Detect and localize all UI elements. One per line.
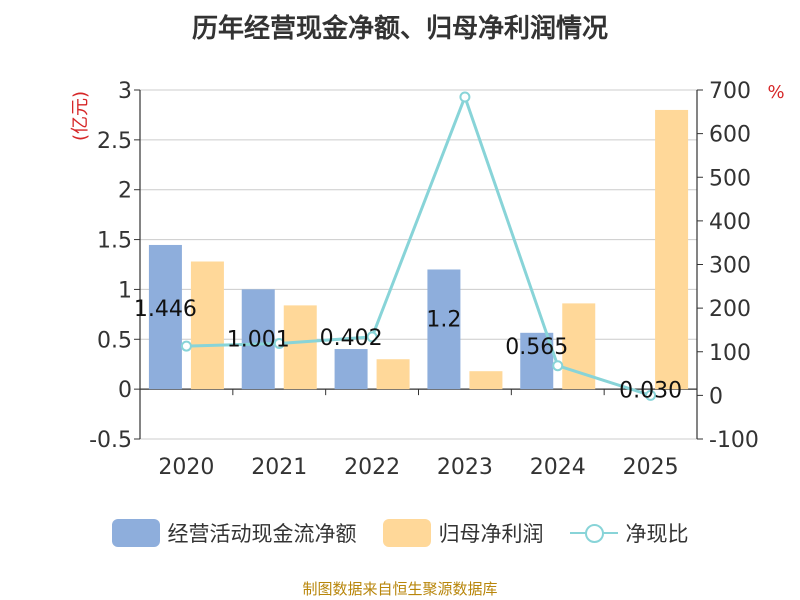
point-ratio-2021 (273, 337, 285, 349)
source-note: 制图数据来自恒生聚源数据库 (302, 580, 498, 598)
bar-cashflow-2020 (148, 244, 182, 390)
bar-profit-2025 (655, 109, 689, 390)
y-right-tick-label: 500 (709, 166, 751, 191)
legend-label-profit: 归母净利润 (438, 522, 544, 546)
y-right-tick-label: -100 (709, 428, 759, 453)
legend: 经营活动现金流净额 归母净利润 净现比 (0, 518, 800, 548)
chart-title: 历年经营现金净额、归母净利润情况 (191, 14, 608, 44)
x-tick-label: 2025 (623, 455, 679, 480)
y-left-tick-label: 1.5 (97, 229, 132, 254)
y-left-tick-label: 0 (118, 378, 132, 403)
legend-label-cashflow: 经营活动现金流净额 (167, 522, 357, 546)
legend-item-cashflow[interactable]: 经营活动现金流净额 (111, 518, 357, 548)
y-left-tick-label: 2.5 (97, 129, 132, 154)
point-ratio-2022 (366, 331, 378, 343)
point-ratio-2024 (552, 360, 564, 372)
y-right-tick-label: 300 (709, 254, 751, 279)
bar-profit-2022 (376, 359, 410, 390)
data-label-cashflow-2024: 0.565 (505, 335, 568, 360)
y-right-tick-label: 200 (709, 297, 751, 322)
y-right-unit-label: % (767, 82, 784, 103)
point-ratio-2023 (459, 91, 471, 103)
y-right-tick-label: 0 (709, 384, 723, 409)
x-tick-label: 2022 (344, 455, 400, 480)
legend-swatch-cashflow (111, 519, 160, 547)
data-label-cashflow-2022: 0.402 (320, 326, 383, 351)
legend-swatch-ratio (569, 519, 618, 547)
bar-cashflow-2024 (520, 332, 554, 390)
y-left-tick-label: 1 (118, 278, 132, 303)
y-right-tick-label: 100 (709, 341, 751, 366)
legend-label-ratio: 净现比 (625, 522, 689, 546)
x-tick-label: 2021 (251, 455, 307, 480)
y-right-tick-label: 600 (709, 123, 751, 148)
y-right-tick-label: 700 (709, 79, 751, 104)
x-tick-label: 2020 (158, 455, 214, 480)
legend-item-profit[interactable]: 归母净利润 (382, 518, 544, 548)
legend-swatch-profit (382, 519, 431, 547)
data-label-ratio-2025: 0.030 (619, 378, 682, 403)
y-left-unit-label: (亿元) (70, 91, 91, 141)
y-left-tick-label: 0.5 (97, 328, 132, 353)
y-left-tick-label: -0.5 (89, 428, 132, 453)
x-tick-label: 2023 (437, 455, 493, 480)
y-left-tick-label: 2 (118, 179, 132, 204)
bar-cashflow-2023 (427, 269, 461, 390)
bar-cashflow-2022 (334, 349, 368, 390)
data-label-cashflow-2020: 1.446 (134, 297, 197, 322)
data-label-cashflow-2023: 1.2 (426, 307, 461, 332)
y-right-tick-label: 400 (709, 210, 751, 235)
bar-cashflow-2021 (241, 289, 275, 390)
point-ratio-2020 (180, 340, 192, 352)
data-label-cashflow-2021: 1.001 (227, 327, 290, 352)
y-left-tick-label: 3 (118, 79, 132, 104)
point-ratio-2025 (645, 389, 657, 401)
bar-profit-2020 (190, 261, 224, 390)
bar-profit-2021 (283, 305, 317, 390)
x-tick-label: 2024 (530, 455, 586, 480)
bar-profit-2023 (469, 371, 503, 390)
legend-item-ratio[interactable]: 净现比 (569, 518, 689, 548)
line-ratio (186, 92, 652, 397)
